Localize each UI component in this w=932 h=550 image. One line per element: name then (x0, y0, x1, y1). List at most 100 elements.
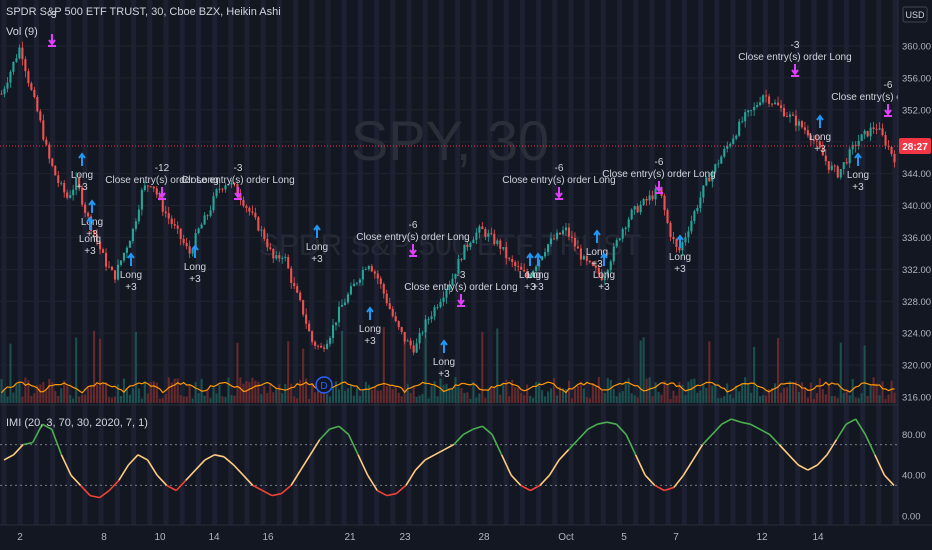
volume-bar (741, 384, 744, 403)
volume-bar (708, 341, 711, 403)
candle-body (66, 192, 69, 198)
entry-label: Long (809, 132, 831, 143)
volume-bar (863, 345, 866, 403)
chart-title[interactable]: SPDR S&P 500 ETF TRUST, 30, Cboe BZX, He… (6, 6, 281, 18)
candle-body (397, 321, 400, 328)
candle-body (555, 232, 559, 240)
candle-body (143, 185, 146, 190)
last-price-label: 28:27 (902, 142, 928, 153)
candle-body (493, 233, 496, 244)
entry-qty: +3 (524, 282, 536, 293)
imi-line-segment (146, 459, 158, 476)
candle-body (212, 196, 215, 211)
candle-body (260, 229, 263, 231)
candle-body (352, 283, 355, 287)
candle-body (675, 239, 678, 247)
candle-body (773, 102, 777, 104)
candle-body (869, 127, 872, 137)
volume-bar (424, 333, 427, 403)
candle-body (349, 286, 352, 295)
volume-bar (364, 381, 367, 403)
time-tick-label: 28 (478, 532, 490, 543)
imi-line-segment (127, 454, 139, 466)
volume-bar (323, 389, 326, 403)
indicator-legend[interactable]: IMI (20, 3, 70, 30, 2020, 7, 1) (6, 417, 148, 429)
volume-bar (373, 387, 376, 403)
candle-body (788, 114, 792, 117)
volume-bar (785, 387, 789, 403)
volume-bar (400, 396, 403, 403)
volume-bar (188, 385, 191, 403)
candle-body (836, 166, 839, 178)
volume-bar (442, 384, 445, 403)
candle-body (331, 325, 335, 338)
volume-bar (782, 388, 786, 403)
volume-bar (370, 389, 373, 403)
volume-bar (830, 396, 833, 403)
volume-bar (433, 381, 436, 403)
volume-legend[interactable]: Vol (9) (6, 26, 38, 38)
imi-line-segment (434, 448, 445, 456)
volume-bar (15, 384, 18, 403)
exit-qty: -12 (155, 163, 170, 174)
entry-arrow-icon (676, 234, 684, 248)
volume-bar (194, 382, 197, 403)
candle-body (785, 116, 789, 118)
exit-desc: Close entry(s) order Long (831, 92, 932, 103)
time-tick-label: 2 (17, 532, 23, 543)
volume-bar (857, 398, 860, 403)
candle-body (806, 130, 809, 136)
price-candles (0, 41, 896, 356)
candle-body (263, 229, 266, 239)
candle-body (585, 256, 588, 261)
volume-bar (284, 383, 287, 403)
exit-desc: Close entry(s) order Long (105, 175, 218, 186)
volume-bar (54, 390, 57, 403)
imi-line-segment (750, 423, 761, 431)
imi-line-segment (12, 444, 24, 456)
price-tick-label: 360.00 (902, 41, 931, 52)
candle-body (314, 341, 317, 346)
time-tick-label: 23 (399, 532, 411, 543)
candle-body (200, 224, 203, 229)
candle-body (6, 82, 9, 89)
volume-bar (514, 387, 517, 403)
imi-line-segment (740, 421, 751, 425)
entry-qty: +3 (532, 282, 544, 293)
entry-label: Long (593, 270, 615, 281)
candle-body (87, 212, 90, 217)
candle-body (478, 226, 481, 233)
imi-line-segment (299, 454, 311, 471)
price-axis[interactable] (898, 0, 932, 525)
imi-line-segment (682, 459, 694, 476)
candle-body (433, 307, 436, 317)
candle-body (532, 270, 535, 277)
currency-button[interactable] (902, 6, 928, 23)
candle-body (588, 260, 591, 263)
imi-line-segment (233, 464, 244, 476)
candle-body (69, 195, 72, 198)
candle-body (639, 204, 642, 213)
candle-body (672, 236, 675, 240)
candle-body (164, 211, 167, 214)
volume-bar (349, 385, 352, 403)
time-tick-label: 7 (673, 532, 679, 543)
candle-body (448, 285, 451, 291)
time-tick-label: 12 (756, 532, 768, 543)
candle-body (576, 246, 579, 249)
entry-qty: +3 (86, 229, 98, 240)
candle-body (39, 111, 42, 121)
candle-body (741, 121, 744, 123)
candle-body (206, 215, 209, 217)
candle-body (12, 61, 15, 72)
candle-body (96, 234, 99, 242)
volume-bar (809, 382, 812, 403)
time-axis[interactable]: 2 8 10 14 16 21 23 28 Oct 5 7 12 14 (17, 532, 824, 543)
imi-line-segment (769, 433, 780, 446)
imi-line-segment (89, 494, 100, 499)
dividend-marker[interactable] (315, 376, 333, 394)
candle-body (612, 246, 615, 262)
candle-body (651, 195, 654, 200)
